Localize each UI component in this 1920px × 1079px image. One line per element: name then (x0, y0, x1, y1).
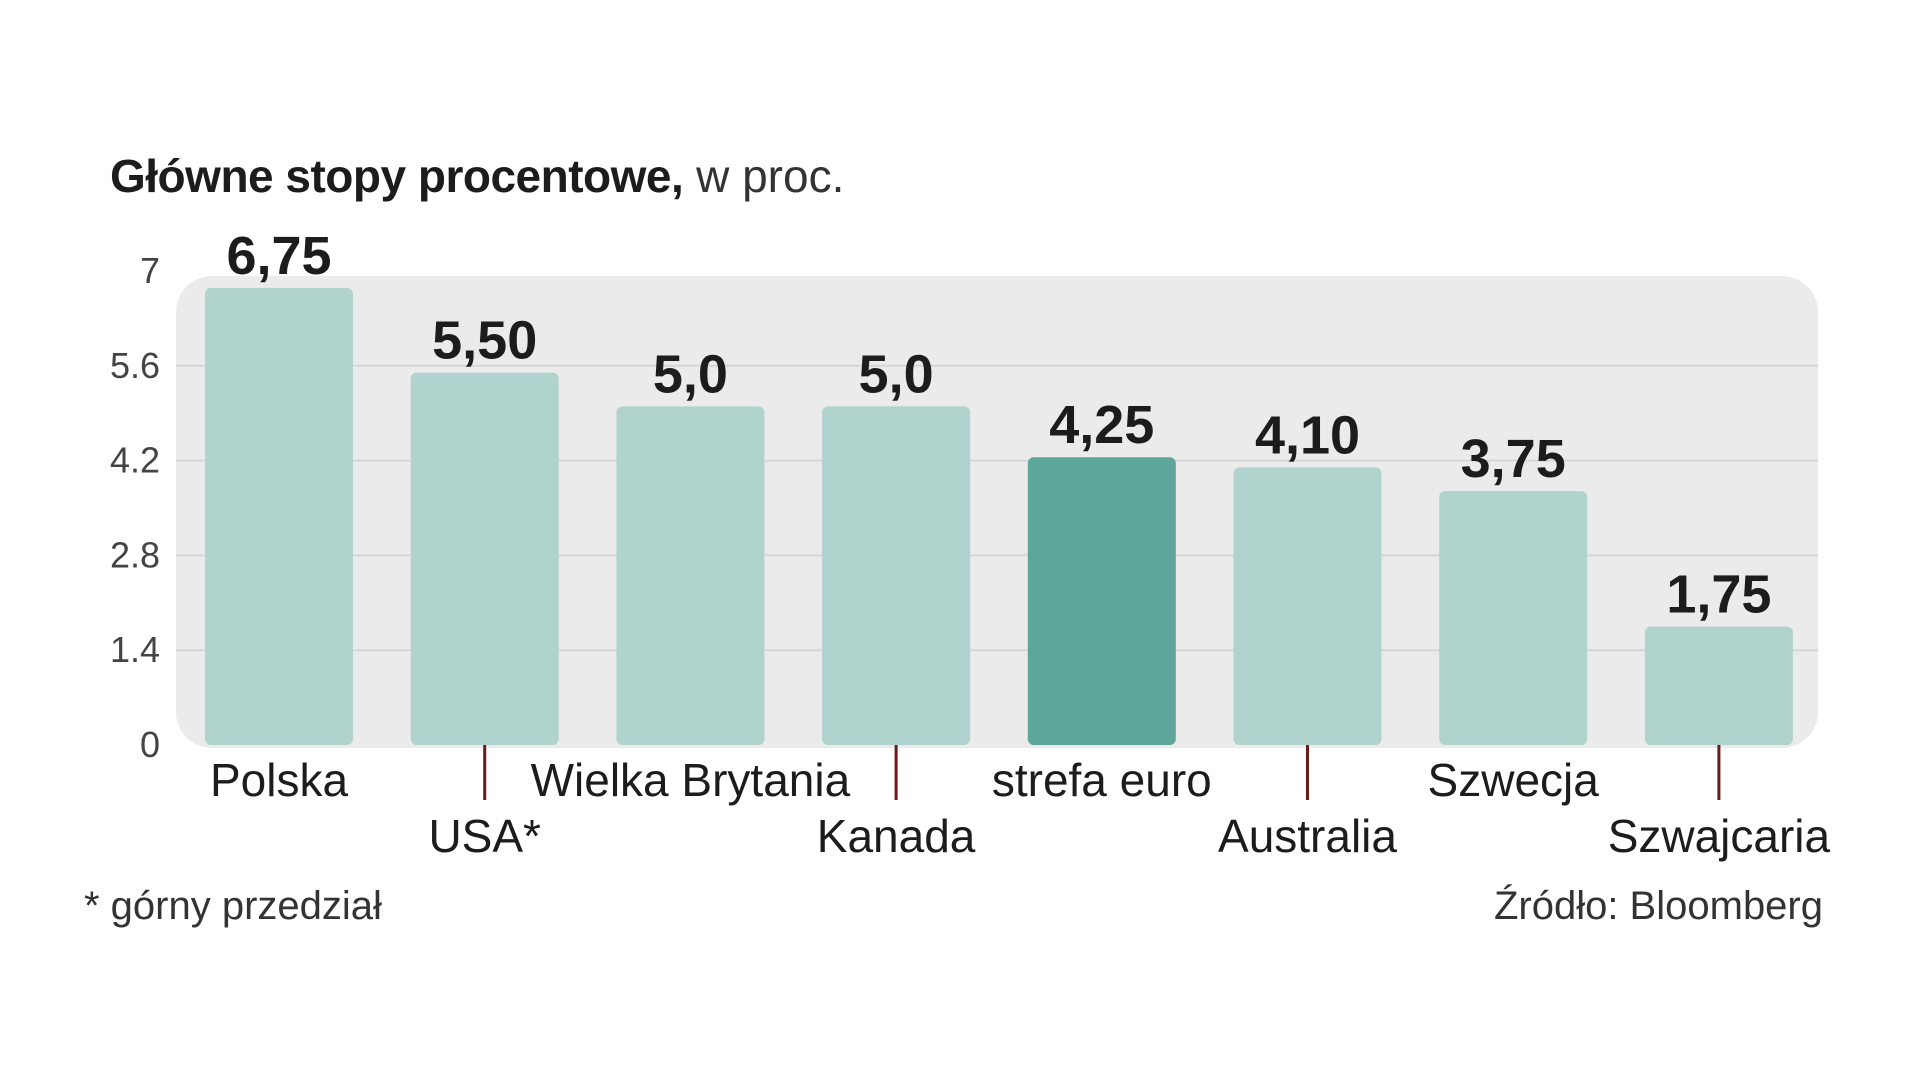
bar (616, 406, 765, 745)
category-label: Wielka Brytania (531, 754, 851, 806)
bar (822, 406, 971, 745)
source-note: Źródło: Bloomberg (1493, 884, 1823, 928)
y-tick-label: 0 (140, 724, 160, 765)
bar (1233, 467, 1382, 745)
y-tick-label: 2.8 (110, 534, 160, 575)
y-tick-label: 1.4 (110, 629, 160, 670)
category-label: USA* (428, 810, 541, 862)
chart-title: Główne stopy procentowe, w proc. (110, 148, 844, 204)
bar (205, 287, 353, 745)
footnote: * górny przedział (84, 884, 382, 928)
bar-value-label: 3,75 (1461, 429, 1566, 489)
bar (1439, 491, 1588, 745)
y-tick-label: 4.2 (110, 440, 160, 481)
bar-value-label: 1,75 (1666, 565, 1771, 625)
category-label: strefa euro (992, 754, 1212, 806)
bar-value-label: 5,0 (653, 344, 728, 404)
y-tick-label: 7 (140, 250, 160, 291)
bar (1644, 626, 1793, 745)
plot-panel (176, 276, 1818, 748)
bar (410, 372, 559, 745)
bar-value-label: 5,0 (859, 344, 934, 404)
chart-title-unit: w proc. (696, 150, 845, 202)
chart-title-main: Główne stopy procentowe, (110, 150, 684, 202)
category-label: Szwecja (1428, 754, 1600, 806)
bar-value-label: 4,25 (1049, 395, 1154, 455)
category-label: Szwajcaria (1608, 810, 1831, 862)
bar (1027, 457, 1176, 745)
category-label: Polska (210, 754, 348, 806)
category-label: Kanada (817, 810, 976, 862)
y-tick-label: 5.6 (110, 345, 160, 386)
bar-value-label: 4,10 (1255, 405, 1360, 465)
category-label: Australia (1218, 810, 1397, 862)
bar-value-label: 5,50 (432, 311, 537, 371)
bar-value-label: 6,75 (226, 226, 331, 286)
